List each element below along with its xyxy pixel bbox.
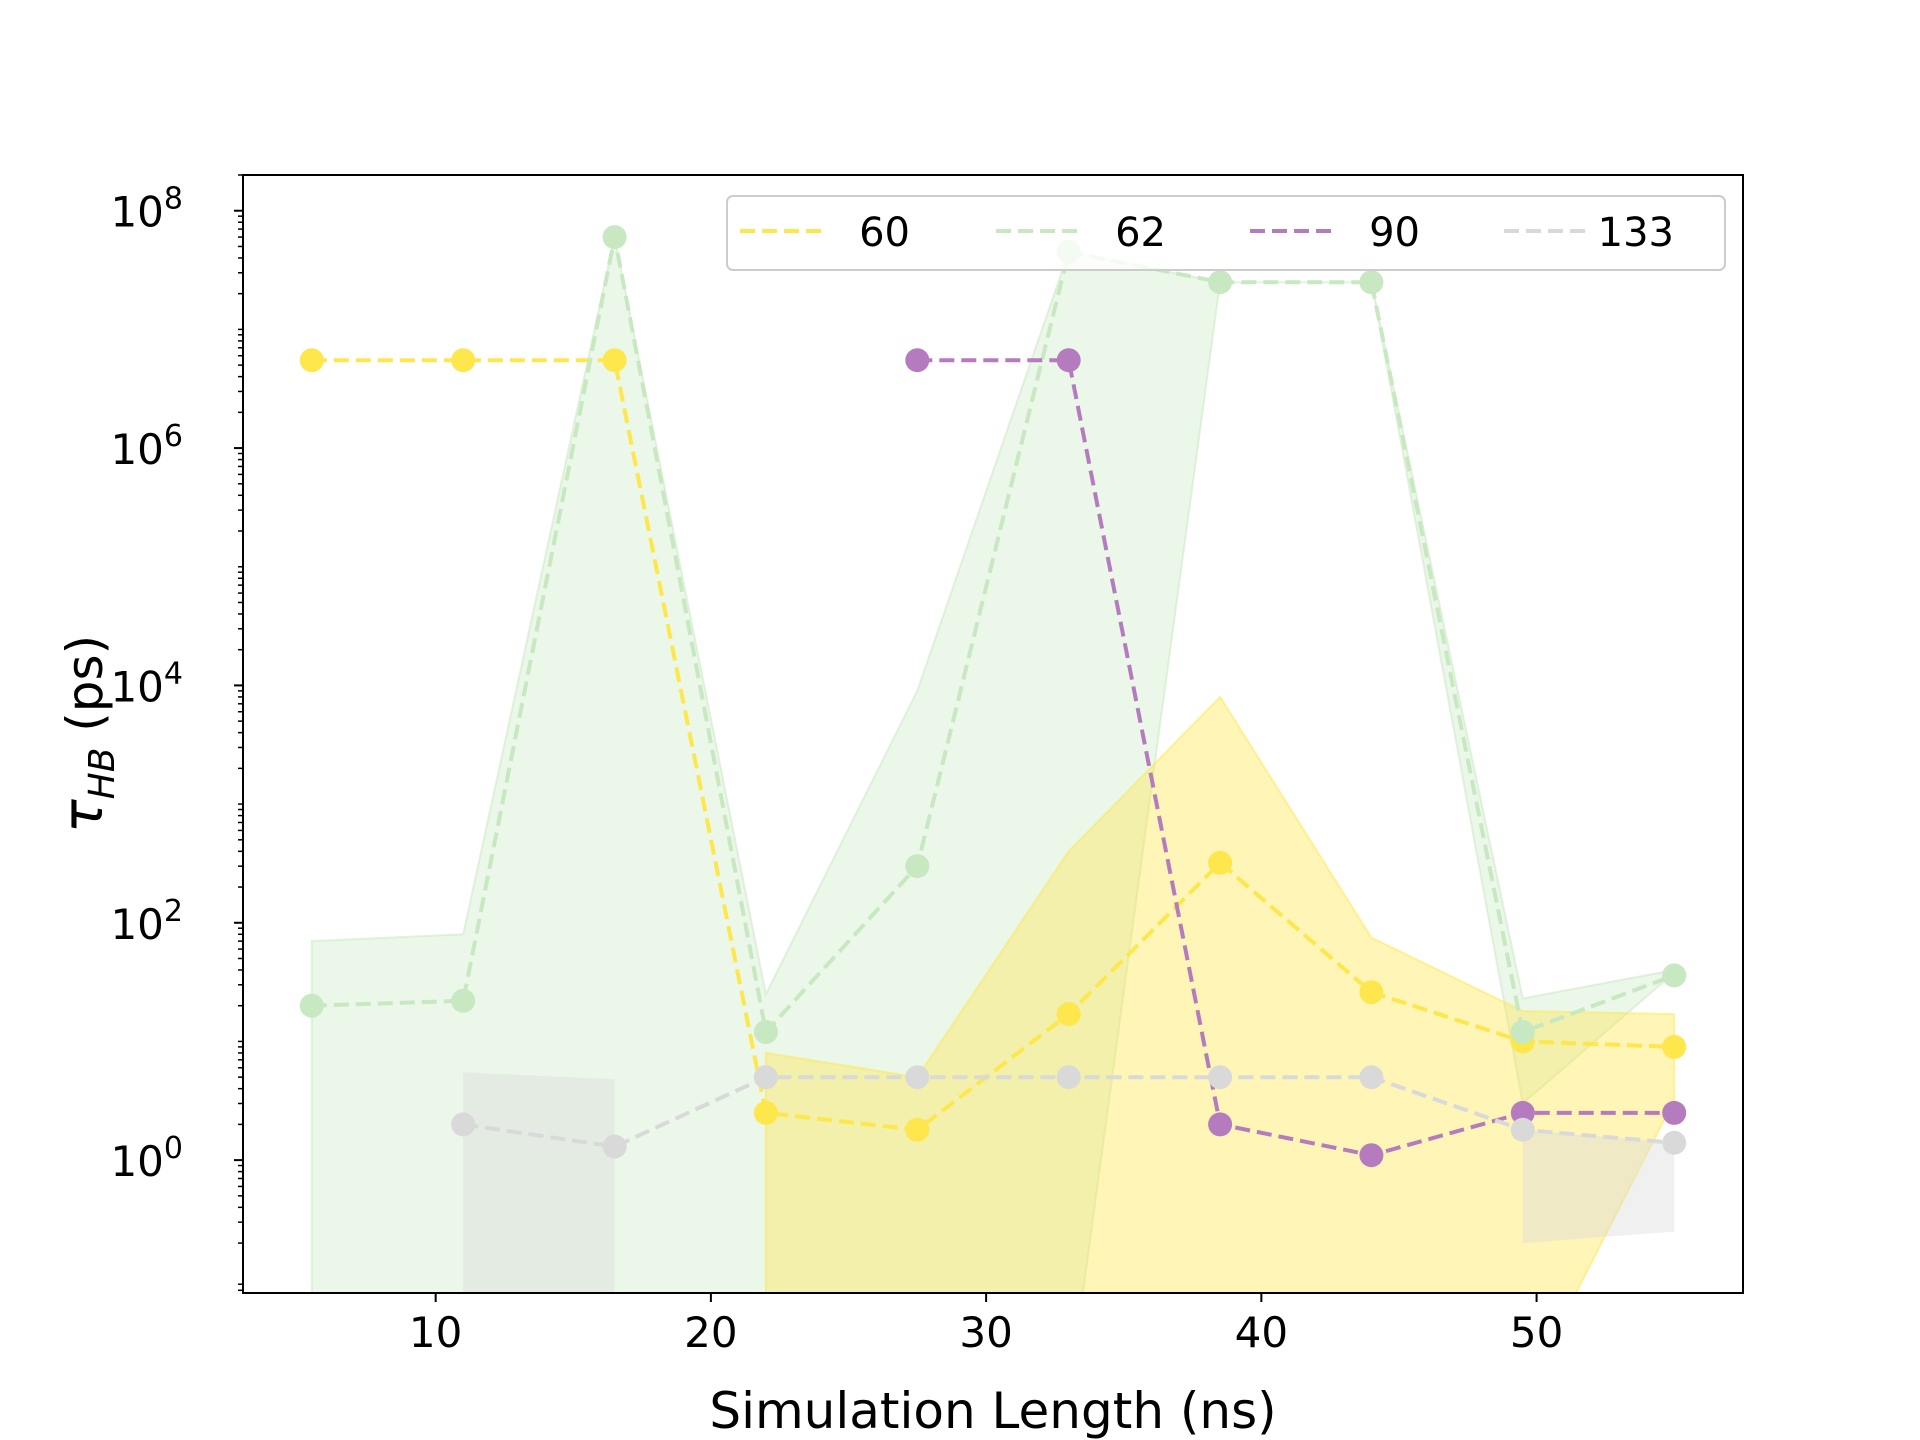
y-tick-base: 10 xyxy=(110,425,163,474)
confidence-bands xyxy=(310,236,1676,1293)
series-62-marker xyxy=(753,1020,778,1044)
series-60-band xyxy=(764,695,1676,1293)
series-62-marker xyxy=(1662,963,1687,988)
series-62-marker xyxy=(1510,1020,1535,1044)
series-60-marker xyxy=(602,348,627,373)
y-tick-exponent: 4 xyxy=(164,656,183,691)
y-tick-exponent: 6 xyxy=(164,419,183,454)
y-axis-label-symbol: τ xyxy=(51,799,116,833)
y-tick-exponent: 0 xyxy=(164,1131,183,1166)
series-133-marker xyxy=(451,1112,476,1137)
y-tick-label: 108 xyxy=(110,182,183,237)
x-tick-label: 50 xyxy=(1510,1308,1563,1357)
y-tick-label: 104 xyxy=(110,656,183,711)
series-60-line xyxy=(311,358,1675,1132)
legend-label-60: 60 xyxy=(859,210,910,256)
series-60-marker xyxy=(1359,980,1384,1005)
series-133-band-1 xyxy=(463,1072,615,1293)
series-133-marker xyxy=(753,1065,778,1090)
x-axis: 10 20 30 40 50 xyxy=(409,1293,1563,1357)
series-60-marker xyxy=(1662,1034,1687,1059)
series-62-marker xyxy=(602,225,627,250)
series-133-band-2 xyxy=(1522,1129,1675,1244)
series-133-marker xyxy=(1208,1065,1233,1090)
y-axis-label-subscript: HB xyxy=(82,748,123,800)
series-90-marker xyxy=(1208,1112,1233,1137)
series-60-marker xyxy=(1056,1002,1081,1027)
series-60-marker xyxy=(1208,850,1233,875)
y-tick-base: 10 xyxy=(110,188,163,237)
series-62-marker xyxy=(299,993,324,1018)
series-90-marker xyxy=(1056,348,1081,373)
y-tick-label: 100 xyxy=(110,1131,183,1186)
series-60-marker xyxy=(299,348,324,373)
x-tick-label: 20 xyxy=(684,1308,737,1357)
series-133-marker xyxy=(905,1065,930,1090)
series-133-marker xyxy=(1359,1065,1384,1090)
y-tick-label: 102 xyxy=(110,894,183,949)
series-133-marker xyxy=(1056,1065,1081,1090)
x-tick-label: 40 xyxy=(1235,1308,1288,1357)
y-axis-label-unit: (ps) xyxy=(56,635,114,748)
series-133-marker xyxy=(602,1134,627,1159)
series-90-marker xyxy=(1359,1143,1384,1168)
series-60-marker xyxy=(905,1117,930,1142)
y-tick-base: 10 xyxy=(110,662,163,711)
y-tick-exponent: 8 xyxy=(164,182,183,217)
series-90-line xyxy=(917,358,1675,1158)
series-62-line xyxy=(311,235,1675,1034)
y-tick-base: 10 xyxy=(110,900,163,949)
series-90-marker xyxy=(905,348,930,373)
legend: 60 62 90 133 xyxy=(726,195,1726,271)
series-90-marker xyxy=(1662,1100,1687,1125)
legend-box xyxy=(726,195,1726,271)
series-62-marker xyxy=(1208,270,1233,295)
series-markers xyxy=(299,225,1687,1168)
y-axis-label: τHB (ps) xyxy=(51,635,123,833)
y-tick-label: 106 xyxy=(110,419,183,474)
series-133-marker xyxy=(1510,1117,1535,1142)
legend-label-133: 133 xyxy=(1598,210,1674,256)
series-133-marker xyxy=(1662,1130,1687,1155)
plot-frame xyxy=(242,174,1744,1294)
x-axis-label: Simulation Length (ns) xyxy=(709,1382,1276,1440)
series-90-marker xyxy=(1510,1100,1535,1125)
series-60-marker xyxy=(753,1100,778,1125)
y-tick-exponent: 2 xyxy=(164,894,183,929)
y-tick-base: 10 xyxy=(110,1137,163,1186)
x-tick-label: 30 xyxy=(959,1308,1012,1357)
series-62-marker xyxy=(905,854,930,879)
series-62-marker xyxy=(1359,270,1384,295)
x-tick-label: 10 xyxy=(409,1308,462,1357)
series-62-marker xyxy=(451,988,476,1013)
legend-label-90: 90 xyxy=(1369,210,1420,256)
series-60-marker xyxy=(451,348,476,373)
legend-label-62: 62 xyxy=(1115,210,1166,256)
